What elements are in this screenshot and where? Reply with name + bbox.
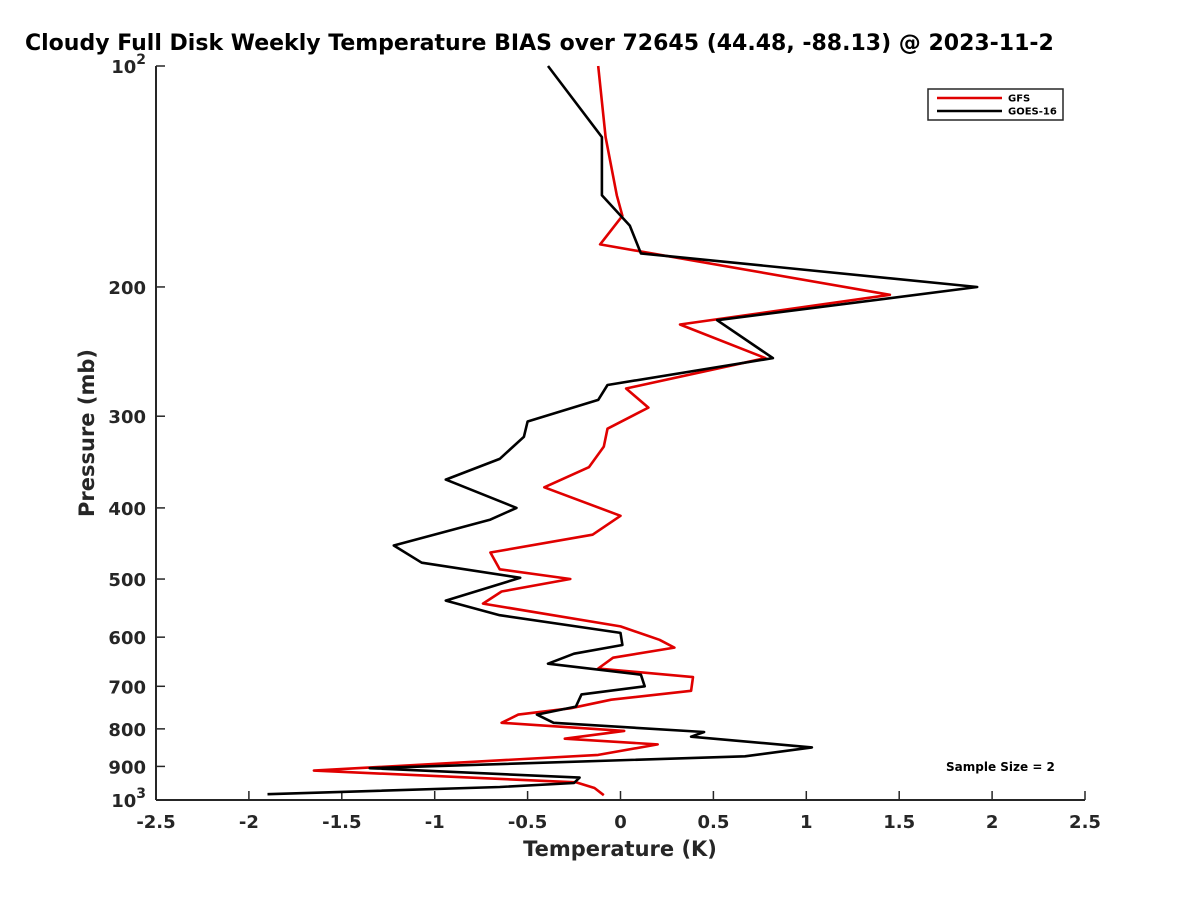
x-axis-label: Temperature (K)	[523, 837, 717, 861]
x-tick-label: -1.5	[322, 812, 361, 833]
y-tick-label: 200	[108, 278, 146, 299]
y-tick-label-base: 900	[108, 757, 146, 778]
y-tick-label-base: 600	[108, 628, 146, 649]
series-line-goes16	[267, 65, 979, 796]
legend-box	[927, 88, 1064, 121]
x-tick-label: 0	[614, 812, 627, 833]
y-tick-label: 900	[108, 757, 146, 778]
y-tick-label: 400	[108, 499, 146, 520]
y-tick-label-base: 800	[108, 720, 146, 741]
legend-label-gfs: GFS	[1008, 94, 1030, 105]
y-tick-label-base: 200	[108, 278, 146, 299]
y-tick-label: 600	[108, 628, 146, 649]
x-tick-label: -0.5	[508, 812, 547, 833]
y-tick-label: 500	[108, 570, 146, 591]
y-tick-label: 700	[108, 677, 146, 698]
y-tick-label-base: 300	[108, 407, 146, 428]
y-tick-label: 103	[111, 786, 146, 812]
x-tick-label: 0.5	[697, 812, 729, 833]
x-tick-label: 2	[986, 812, 999, 833]
x-tick-label: 2.5	[1069, 812, 1101, 833]
legend-label-goes16: GOES-16	[1008, 107, 1057, 118]
x-ticks: -2.5 -2 -1.5 -1 -0.5 0 0.5 1 1.5 2 2.5	[136, 791, 1101, 833]
y-tick-label-base: 10	[111, 791, 136, 812]
series-line-gfs	[312, 65, 892, 797]
sample-size-annotation: Sample Size = 2	[946, 760, 1055, 774]
y-tick-label-base: 10	[111, 57, 136, 78]
x-tick-label: -2.5	[136, 812, 175, 833]
y-tick-label-base: 400	[108, 499, 146, 520]
x-tick-label: -1	[425, 812, 445, 833]
legend: GFS GOES-16	[927, 88, 1064, 121]
y-tick-label: 300	[108, 407, 146, 428]
y-tick-label-exponent: 3	[136, 786, 146, 802]
chart-title: Cloudy Full Disk Weekly Temperature BIAS…	[25, 31, 1054, 56]
x-tick-label: 1	[800, 812, 813, 833]
y-axis-label: Pressure (mb)	[75, 349, 99, 517]
y-tick-label: 102	[111, 52, 146, 78]
x-tick-label: -2	[239, 812, 259, 833]
series-lines	[267, 65, 979, 797]
y-tick-label-exponent: 2	[136, 52, 146, 68]
y-tick-label-base: 500	[108, 570, 146, 591]
y-tick-label: 800	[108, 720, 146, 741]
x-tick-label: 1.5	[883, 812, 915, 833]
y-tick-label-base: 700	[108, 677, 146, 698]
